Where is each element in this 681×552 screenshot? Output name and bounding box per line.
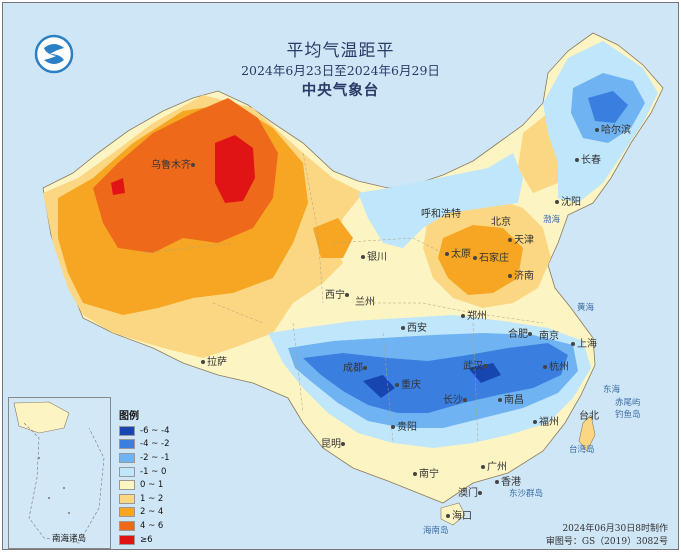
city-label: 昆明 [321, 435, 347, 450]
city-label: 乌鲁木齐 [151, 156, 197, 171]
anomaly-2-4-east [438, 225, 523, 295]
inset-label: 南海诸岛 [52, 534, 87, 544]
made-timestamp: 2024年06月30日8时制作 [562, 524, 668, 534]
city-label: 沈阳 [555, 193, 581, 208]
city-label: 哈尔滨 [595, 121, 631, 136]
city-label: 西宁 [325, 286, 351, 301]
city-label: 南京 [539, 331, 559, 342]
city-label: 长沙 [443, 391, 469, 406]
city-label: 南宁 [413, 465, 439, 480]
legend-swatch [119, 493, 135, 504]
anomaly-2-4-center [313, 218, 353, 258]
city-label: 成都 [343, 359, 369, 374]
south-china-sea-inset: 南海诸岛 [8, 397, 111, 549]
province-borders [142, 152, 544, 444]
city-label: 贵阳 [391, 418, 417, 433]
city-label: 澳门 [458, 484, 484, 499]
anomaly-m6-m4 [363, 375, 395, 398]
legend-swatch [119, 425, 135, 436]
legend-item: ≥6 [119, 533, 179, 547]
city-label: 济南 [508, 267, 534, 282]
sea-label: 黄海 [577, 303, 595, 313]
legend-item: 0 ~ 1 [119, 478, 179, 492]
city-label: 郑州 [461, 307, 487, 322]
anomaly-m6-m4-b [468, 363, 501, 383]
cma-logo-icon [34, 34, 74, 74]
city-label: 海口 [446, 507, 472, 522]
anomaly-m1-0-north [358, 153, 523, 248]
city-label: 长春 [575, 151, 601, 166]
anomaly-ge6-west [111, 178, 125, 195]
sea-label: 东海 [603, 385, 621, 395]
legend-swatch [119, 439, 135, 450]
city-label: 南昌 [498, 391, 524, 406]
taiwan-island [578, 414, 596, 452]
sea-label: 钓鱼岛 [615, 410, 641, 420]
legend-item: -6 ~ -4 [119, 424, 179, 438]
map-title: 平均气温距平 [286, 41, 395, 61]
city-label: 银川 [361, 248, 387, 263]
legend-item: -1 ~ 0 [119, 465, 179, 479]
legend-swatch [119, 520, 135, 531]
china-map [42, 32, 664, 526]
city-label: 北京 [491, 217, 511, 228]
city-label: 杭州 [543, 358, 569, 373]
city-label: 广州 [481, 458, 507, 473]
sea-label: 海南岛 [423, 526, 449, 536]
city-label: 台北 [579, 411, 599, 422]
city-label: 香港 [495, 473, 521, 488]
anomaly-m4-m2 [303, 343, 568, 413]
anomaly-m4-m2-northeast [588, 91, 628, 123]
legend-swatch [119, 480, 135, 491]
legend-swatch [119, 507, 135, 518]
map-period: 2024年6月23日至2024年6月29日 [241, 63, 440, 78]
legend-item: 4 ~ 6 [119, 519, 179, 533]
legend-title: 图例 [119, 411, 139, 422]
city-label: 西安 [401, 319, 427, 334]
city-label: 上海 [571, 335, 597, 350]
map-agency: 中央气象台 [301, 83, 380, 99]
city-label: 兰州 [355, 297, 375, 308]
inset-map [13, 401, 105, 544]
city-label: 武汉 [463, 357, 489, 372]
city-label: 福州 [533, 413, 559, 428]
anomaly-ge6 [215, 135, 255, 203]
sea-label: 东沙群岛 [509, 489, 544, 499]
sea-label: 赤尾屿 [615, 398, 641, 408]
city-label: 天津 [508, 231, 534, 246]
city-label: 太原 [445, 245, 471, 260]
legend-swatch [119, 466, 135, 477]
legend-item: 2 ~ 4 [119, 506, 179, 520]
sea-label: 台湾岛 [569, 445, 595, 455]
city-label: 拉萨 [201, 353, 227, 368]
map-review-number: 审图号：GS（2019）3082号 [545, 537, 668, 547]
legend-item: 1 ~ 2 [119, 492, 179, 506]
city-label: 石家庄 [473, 249, 509, 264]
sea-label: 渤海 [543, 215, 561, 225]
city-label: 呼和浩特 [421, 209, 461, 220]
city-label: 重庆 [395, 376, 421, 391]
hainan-island [440, 502, 466, 526]
legend-item: -4 ~ -2 [119, 438, 179, 452]
legend-swatch [119, 534, 135, 545]
city-label: 合肥 [508, 325, 534, 340]
legend: 图例 -6 ~ -4 -4 ~ -2 -2 ~ -1 -1 ~ 0 0 ~ 1 … [119, 407, 179, 546]
legend-swatch [119, 452, 135, 463]
legend-item: -2 ~ -1 [119, 451, 179, 465]
